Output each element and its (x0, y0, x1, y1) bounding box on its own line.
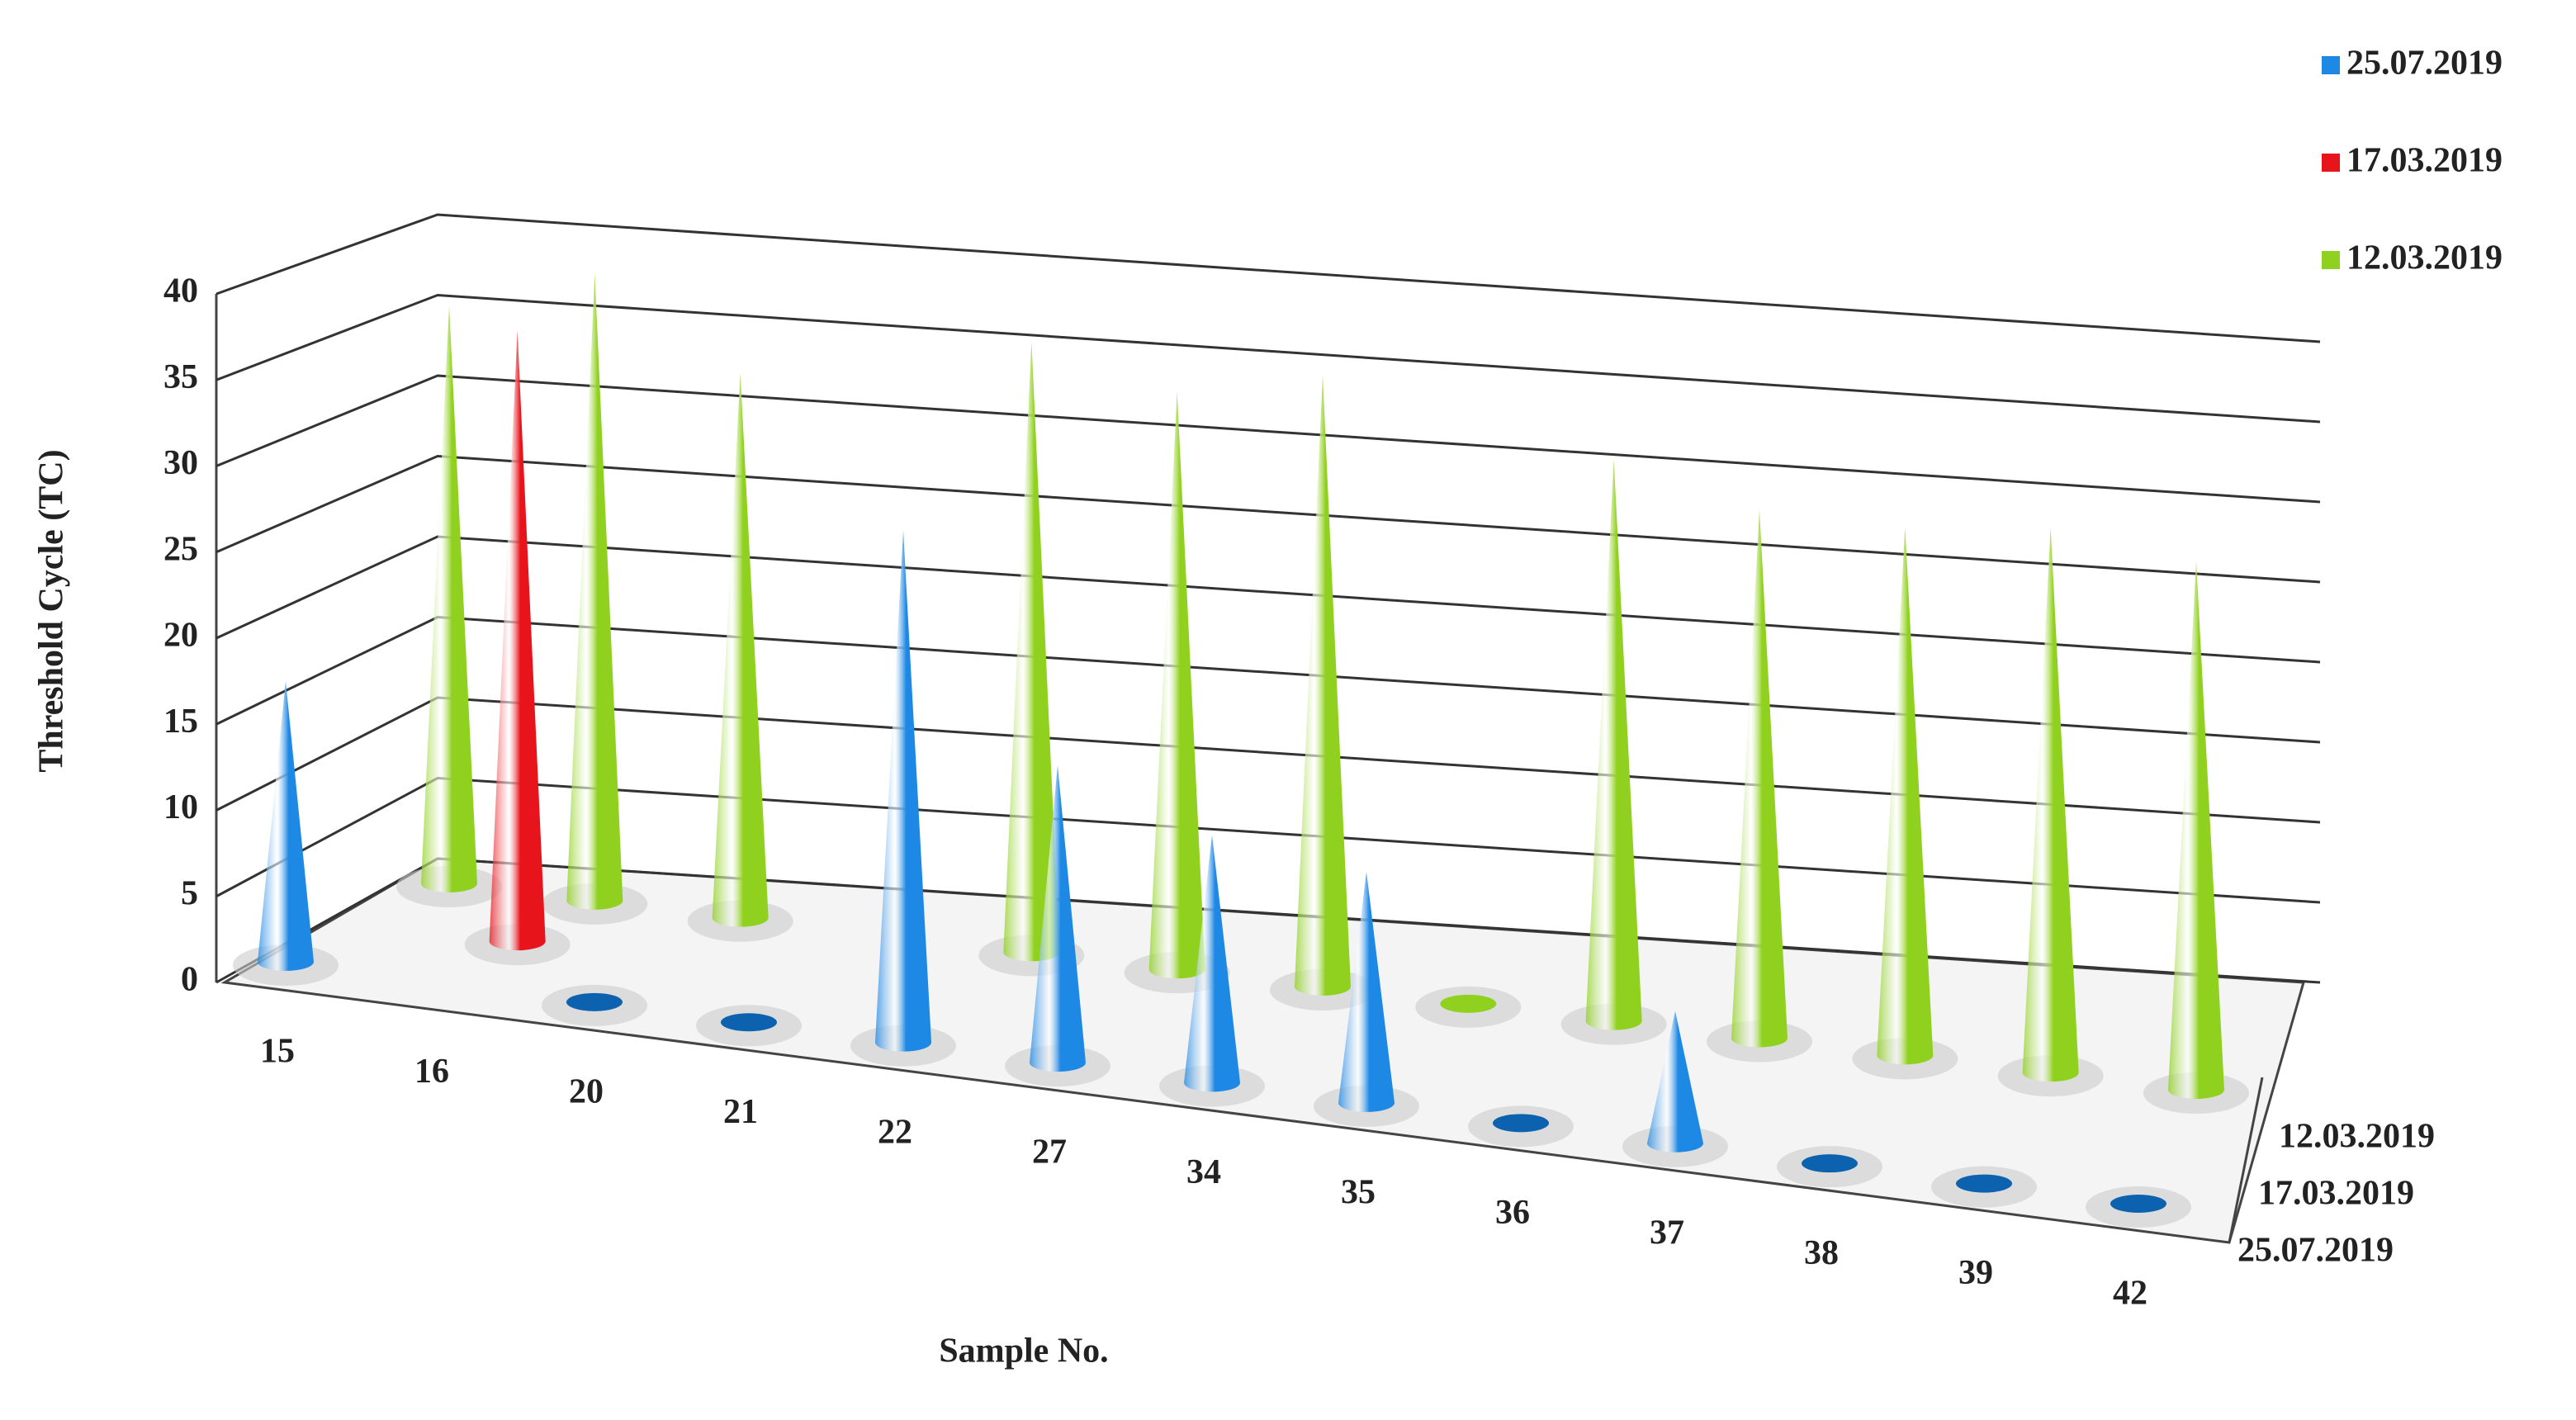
y-tick-label: 35 (163, 358, 198, 396)
x-tick-label: 37 (1650, 1214, 1684, 1252)
legend-swatch (2322, 56, 2340, 74)
legend-label: 25.07.2019 (2346, 45, 2503, 83)
y-tick-label: 5 (181, 874, 198, 912)
cone (421, 305, 477, 892)
cone (1877, 527, 1934, 1065)
cone (875, 530, 931, 1052)
cone (1338, 871, 1395, 1112)
cone (1295, 376, 1351, 996)
cone-base (721, 1013, 777, 1032)
y-tick-label: 30 (163, 444, 198, 482)
x-tick-label: 34 (1186, 1153, 1221, 1191)
cone (1003, 341, 1060, 962)
cone (1731, 509, 1788, 1048)
y-tick-label: 40 (163, 272, 198, 310)
x-tick-label: 42 (2113, 1275, 2147, 1313)
x-tick-label: 39 (1958, 1254, 1993, 1292)
cone (1647, 1011, 1703, 1153)
depth-tick-label: 12.03.2019 (2279, 1118, 2435, 1156)
x-tick-label: 20 (569, 1072, 604, 1110)
cone (258, 681, 314, 971)
cone-base (2110, 1195, 2166, 1213)
depth-tick-label: 25.07.2019 (2237, 1232, 2394, 1270)
depth-axis-line (2228, 1077, 2264, 1243)
grid-line (215, 293, 2321, 424)
cone (489, 330, 546, 951)
cone-base (1802, 1154, 1858, 1173)
legend-swatch (2322, 154, 2340, 172)
legend-label: 12.03.2019 (2346, 239, 2503, 277)
cone (1585, 459, 1642, 1030)
grid-line (215, 454, 2321, 584)
depth-tick-label: 17.03.2019 (2258, 1175, 2414, 1213)
y-tick-label: 15 (163, 703, 198, 741)
cone (712, 372, 769, 927)
y-axis-title: Threshold Cycle (TC) (33, 449, 71, 772)
grid-line (215, 374, 2321, 504)
x-tick-label: 27 (1032, 1134, 1067, 1172)
y-tick-label: 0 (181, 961, 198, 999)
legend-swatch (2322, 251, 2340, 269)
cone-base (1440, 994, 1497, 1013)
cone (2168, 561, 2224, 1099)
cone-base (566, 992, 623, 1011)
x-tick-label: 38 (1804, 1234, 1839, 1272)
grid-line (215, 213, 2321, 343)
x-tick-label: 36 (1495, 1194, 1530, 1232)
grid-line (215, 535, 2321, 664)
x-tick-label: 35 (1341, 1174, 1376, 1212)
y-tick-label: 25 (163, 530, 198, 568)
x-tick-label: 16 (414, 1053, 449, 1091)
x-axis-title: Sample No. (939, 1332, 1108, 1370)
legend-label: 17.03.2019 (2346, 142, 2503, 180)
y-tick-label: 10 (163, 788, 198, 826)
x-tick-label: 22 (878, 1113, 912, 1151)
cone-base (1956, 1174, 2012, 1193)
cone (2022, 528, 2079, 1082)
cone (1030, 765, 1086, 1072)
cone-base (1493, 1114, 1549, 1133)
x-tick-label: 21 (723, 1093, 758, 1131)
y-tick-label: 20 (163, 617, 198, 655)
cone (1184, 835, 1240, 1092)
cone (1148, 391, 1205, 979)
x-tick-label: 15 (260, 1033, 295, 1071)
cone (566, 272, 623, 910)
